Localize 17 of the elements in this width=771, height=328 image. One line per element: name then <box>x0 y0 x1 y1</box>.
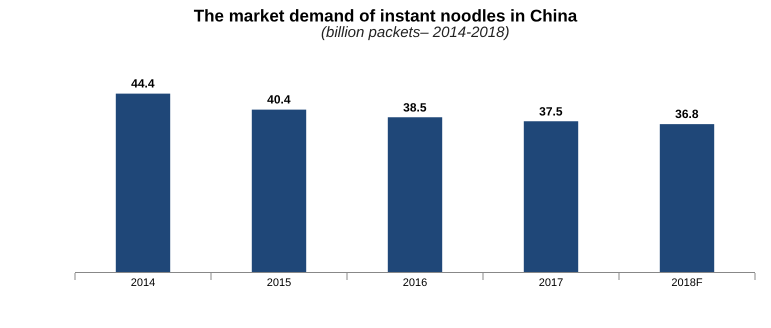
data-label: 44.4 <box>131 76 155 91</box>
bar <box>116 94 170 272</box>
x-tick-label: 2014 <box>130 277 156 290</box>
bar <box>660 124 714 272</box>
data-label: 36.8 <box>675 107 699 122</box>
data-label: 38.5 <box>403 100 427 114</box>
bar <box>388 117 442 272</box>
bar <box>524 121 578 272</box>
x-tick-label: 2018F <box>671 277 703 290</box>
data-label: 37.5 <box>539 104 563 118</box>
chart-title: The market demand of instant noodles in China <box>194 6 578 26</box>
x-tick-label: 2015 <box>266 277 292 290</box>
bar <box>252 110 306 272</box>
x-tick-label: 2016 <box>402 277 428 290</box>
x-tick-label: 2017 <box>538 277 564 290</box>
chart-subtitle: (billion packets– 2014-2018) <box>321 24 510 41</box>
data-label: 40.4 <box>267 92 291 107</box>
